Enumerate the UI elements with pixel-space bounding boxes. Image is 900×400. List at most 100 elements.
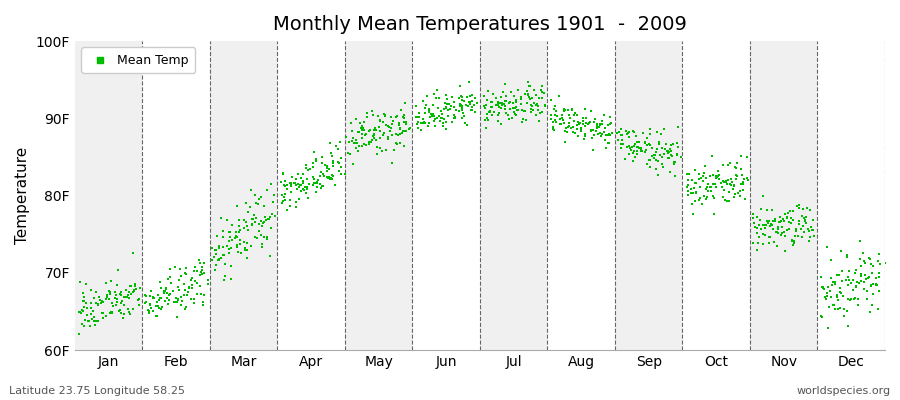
Point [797, 218, 812, 224]
Point [572, 133, 586, 140]
Point [247, 212, 261, 218]
Point [438, 104, 453, 110]
Bar [750, 41, 817, 350]
Point [254, 232, 268, 238]
Point [117, 294, 131, 300]
Point [368, 124, 382, 131]
Point [567, 118, 581, 124]
Point [537, 90, 552, 96]
Point [355, 130, 369, 137]
Point [153, 295, 167, 302]
Point [481, 117, 495, 123]
Point [831, 306, 845, 312]
Point [346, 160, 360, 167]
Point [441, 113, 455, 120]
Point [824, 256, 838, 263]
Point [864, 283, 878, 290]
Point [752, 222, 767, 229]
Point [565, 107, 580, 114]
Point [305, 164, 320, 170]
Point [320, 167, 334, 174]
Point [444, 103, 458, 109]
Point [153, 278, 167, 285]
Point [352, 142, 366, 149]
Point [309, 189, 323, 195]
Point [170, 299, 184, 305]
Point [832, 305, 847, 312]
Point [824, 294, 839, 301]
Point [78, 281, 93, 287]
Point [355, 127, 369, 133]
Point [373, 135, 387, 142]
Point [414, 127, 428, 133]
Point [448, 114, 463, 120]
Point [536, 83, 550, 89]
Point [468, 108, 482, 115]
Point [399, 118, 413, 125]
Point [366, 127, 381, 133]
Point [802, 228, 816, 234]
Point [313, 184, 328, 191]
Point [723, 181, 737, 188]
Point [595, 121, 609, 127]
Point [854, 271, 868, 277]
Point [299, 162, 313, 168]
Point [274, 200, 289, 206]
Point [665, 141, 680, 147]
Point [791, 233, 806, 239]
Point [396, 114, 410, 121]
Point [720, 180, 734, 187]
Point [520, 92, 535, 98]
Point [196, 299, 211, 306]
Point [213, 215, 228, 222]
Point [510, 87, 525, 93]
Point [221, 238, 236, 244]
Point [314, 169, 328, 176]
Point [381, 136, 395, 142]
Point [859, 276, 873, 283]
Point [374, 147, 389, 154]
Point [767, 238, 781, 245]
Point [502, 98, 517, 105]
Point [212, 245, 227, 252]
Point [588, 116, 602, 122]
Point [593, 122, 608, 128]
Point [704, 184, 718, 190]
Point [223, 228, 238, 235]
Point [138, 292, 152, 298]
Point [321, 165, 336, 172]
Point [91, 301, 105, 308]
Point [861, 274, 876, 280]
Point [435, 111, 449, 118]
Point [756, 241, 770, 247]
Point [549, 118, 563, 125]
Point [110, 296, 124, 302]
Point [486, 91, 500, 98]
Point [260, 187, 274, 194]
Point [791, 217, 806, 224]
Point [508, 97, 523, 104]
Point [104, 309, 119, 315]
Point [348, 140, 363, 146]
Point [296, 178, 310, 184]
Point [698, 196, 713, 202]
Point [102, 287, 116, 294]
Point [715, 180, 729, 186]
Point [502, 106, 517, 112]
Point [756, 222, 770, 228]
Point [454, 102, 469, 109]
Point [651, 158, 665, 164]
Point [291, 181, 305, 187]
Point [819, 293, 833, 300]
Point [852, 238, 867, 244]
Point [750, 230, 764, 236]
Point [126, 288, 140, 294]
Point [862, 309, 877, 315]
Point [833, 289, 848, 295]
Point [728, 164, 742, 170]
Point [547, 117, 562, 123]
Point [366, 130, 381, 137]
Point [717, 179, 732, 185]
Point [562, 122, 577, 129]
Point [190, 280, 204, 286]
